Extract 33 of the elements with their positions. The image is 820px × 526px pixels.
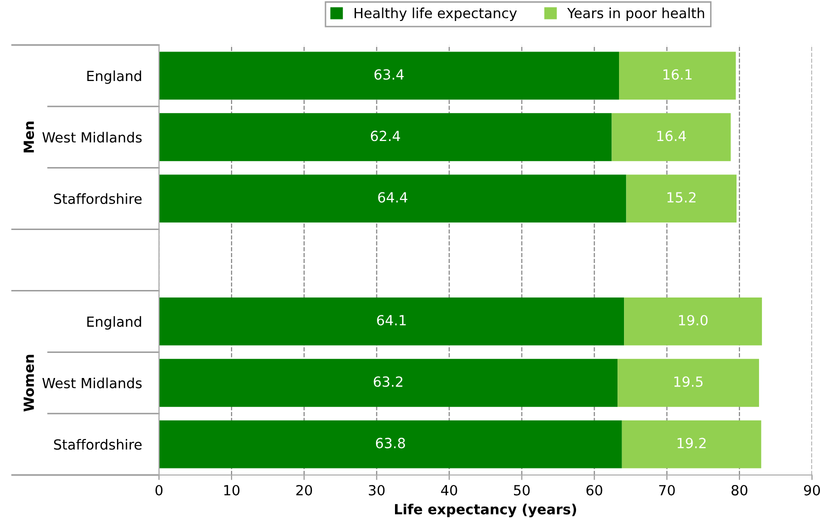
text: Men <box>24 122 34 152</box>
x-tick-label: 10 <box>224 484 240 496</box>
legend-label: Healthy life expectancy <box>354 8 517 21</box>
y-tick-label: West Midlands <box>42 378 142 388</box>
data-label: 19.2 <box>678 438 706 448</box>
y-tick-label: Staffordshire <box>54 439 142 450</box>
data-label: 16.4 <box>657 130 686 142</box>
y-tick-label: England <box>87 316 142 330</box>
x-tick-label: 0 <box>155 484 162 496</box>
legend-label: Years in poor health <box>567 8 704 21</box>
x-tick-label: 60 <box>586 484 602 496</box>
x-tick-label: 50 <box>514 484 530 496</box>
y-tick-label: Staffordshire <box>54 193 142 204</box>
x-tick-label: 20 <box>296 484 312 496</box>
data-label: 16.1 <box>663 69 692 80</box>
data-label: 15.2 <box>667 192 696 203</box>
x-tick-label: 70 <box>659 484 675 496</box>
data-label: 19.0 <box>679 314 708 326</box>
text: Women <box>24 354 34 412</box>
data-label: 64.4 <box>378 192 408 203</box>
data-label: 64.1 <box>377 314 406 326</box>
x-tick-label: 40 <box>441 484 458 496</box>
y-tick-label: West Midlands <box>42 132 142 143</box>
data-label: 19.5 <box>674 376 703 387</box>
x-axis-title: Life expectancy (years) <box>394 504 576 518</box>
data-label: 62.4 <box>370 130 400 142</box>
y-tick-label: England <box>87 70 142 84</box>
data-label: 63.8 <box>376 438 405 448</box>
x-tick-label: 90 <box>804 484 820 496</box>
x-tick-label: 80 <box>732 484 748 496</box>
x-tick-label: 30 <box>368 484 385 496</box>
data-label: 63.4 <box>374 69 404 80</box>
data-label: 63.2 <box>374 376 402 387</box>
